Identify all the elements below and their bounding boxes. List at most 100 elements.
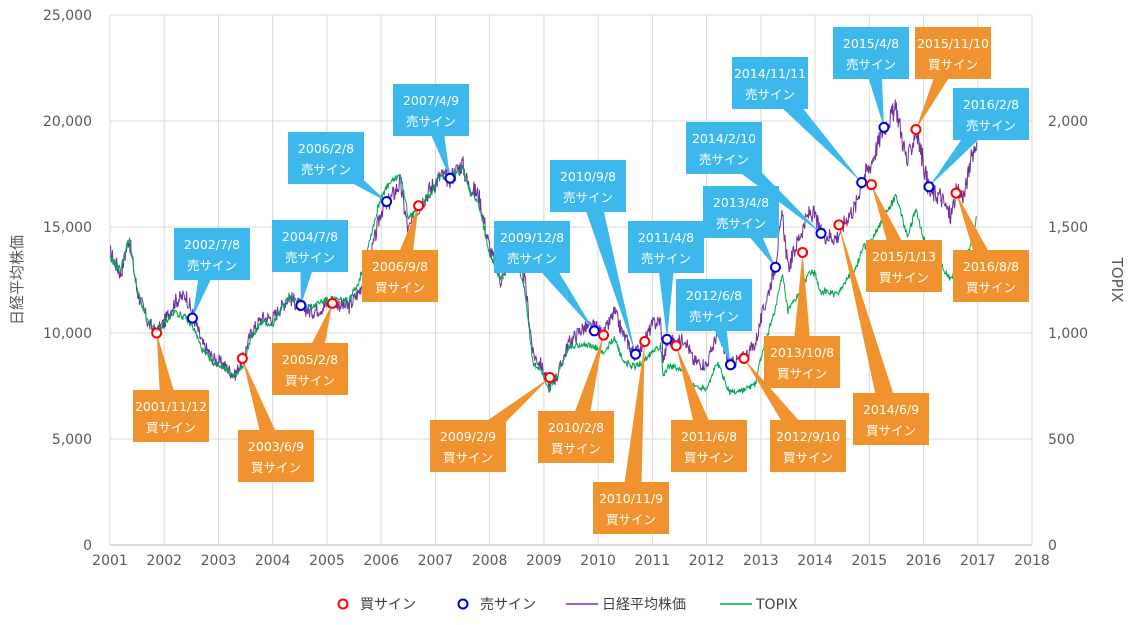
- x-tick-label: 2016: [906, 553, 942, 569]
- callout-box: [362, 250, 438, 302]
- callout-box: [915, 27, 991, 79]
- callout-signal-label: 買サイン: [251, 460, 301, 475]
- sell-signal-marker: [815, 227, 827, 239]
- buy-signal-marker: [598, 329, 610, 341]
- x-tick-label: 2015: [851, 553, 887, 569]
- callout-date: 2007/4/9: [403, 93, 459, 108]
- y-right-tick-label: 1,000: [1048, 326, 1088, 342]
- x-tick-label: 2012: [689, 553, 725, 569]
- callout-buy: 2012/9/10 買サイン: [744, 358, 846, 472]
- callout-date: 2012/6/8: [686, 288, 742, 303]
- callout-date: 2010/2/8: [548, 420, 604, 435]
- buy-signal-marker: [413, 200, 425, 212]
- callout-pointer: [838, 224, 901, 422]
- buy-signal-marker: [151, 327, 163, 339]
- y-right-tick-label: 0: [1048, 538, 1057, 554]
- callout-box: [430, 420, 506, 472]
- callout-date: 2004/7/8: [282, 229, 338, 244]
- callout-box: [671, 420, 747, 472]
- callout-pointer: [621, 341, 645, 509]
- callout-buy: 2015/1/13 買サイン: [866, 184, 942, 292]
- legend-label-nikkei: 日経平均株価: [602, 597, 686, 613]
- callout-box: [770, 420, 846, 472]
- callout-date: 2016/8/8: [963, 259, 1019, 274]
- callout-signal-label: 売サイン: [285, 250, 335, 265]
- callout-buy: 2010/2/8 買サイン: [538, 335, 614, 463]
- sell-signal-marker: [381, 196, 393, 208]
- callout-box: [238, 430, 314, 482]
- callout-sell: 2011/4/8 売サイン: [628, 221, 704, 340]
- callout-signal-label: 売サイン: [641, 251, 691, 266]
- callout-sell: 2009/12/8 売サイン: [494, 221, 595, 331]
- callout-box: [174, 228, 250, 280]
- callout-box: [393, 84, 469, 136]
- sell-signal-marker: [186, 312, 198, 324]
- y-left-tick-label: 0: [83, 538, 92, 554]
- sell-signal-marker: [295, 299, 307, 311]
- callout-signal-label: 買サイン: [146, 420, 196, 435]
- callout-box: [866, 240, 942, 292]
- callout-sell: 2014/11/11 売サイン: [732, 57, 862, 183]
- buy-signal-marker: [910, 123, 922, 135]
- callout-buy: 2011/6/8 買サイン: [671, 345, 747, 472]
- x-tick-label: 2010: [580, 553, 616, 569]
- callout-date: 2002/7/8: [184, 237, 240, 252]
- callout-signal-label: 売サイン: [187, 258, 237, 273]
- y-right-tick-label: 1,500: [1048, 220, 1088, 236]
- callout-sell: 2014/2/10 売サイン: [686, 122, 822, 234]
- buy-signal-marker: [950, 187, 962, 199]
- x-tick-label: 2011: [635, 553, 671, 569]
- y-right-tick-label: 500: [1048, 432, 1075, 448]
- y-right-tick-label: 2,000: [1048, 114, 1088, 130]
- callout-signal-label: 売サイン: [563, 190, 613, 205]
- callout-box: [550, 160, 626, 212]
- callout-buy: 2014/6/9 買サイン: [838, 224, 929, 445]
- sell-signal-marker: [856, 176, 868, 188]
- callout-buy: 2001/11/12 買サイン: [133, 333, 209, 442]
- callout-signal-label: 買サイン: [375, 280, 425, 295]
- x-tick-label: 2007: [418, 553, 454, 569]
- x-tick-label: 2013: [743, 553, 779, 569]
- callout-signal-label: 売サイン: [966, 118, 1016, 133]
- callout-signal-label: 買サイン: [966, 280, 1016, 295]
- legend: 買サイン 売サイン 日経平均株価 TOPIX: [337, 597, 798, 613]
- callout-signal-label: 買サイン: [928, 57, 978, 72]
- callout-box: [628, 221, 704, 273]
- callout-box: [953, 250, 1029, 302]
- callout-date: 2010/11/9: [599, 491, 663, 506]
- callout-signal-label: 買サイン: [783, 450, 833, 465]
- buy-signal-marker: [670, 340, 682, 352]
- legend-item-buy: 買サイン: [337, 597, 416, 613]
- x-tick-label: 2004: [255, 553, 291, 569]
- x-tick-label: 2017: [960, 553, 996, 569]
- axes: 2001 2002 2003 2004 2005 2006 2007 2008 2009 2010…: [43, 8, 1088, 569]
- buy-signal-marker: [236, 352, 248, 364]
- callout-box: [272, 220, 348, 272]
- legend-item-topix: TOPIX: [720, 597, 798, 613]
- callout-buy: 2015/11/10 買サイン: [915, 27, 991, 130]
- sell-signal-marker: [724, 359, 736, 371]
- y-axis-left-title: 日経平均株価: [8, 235, 26, 325]
- y-left-tick-label: 25,000: [43, 8, 92, 24]
- legend-label-topix: TOPIX: [755, 597, 798, 613]
- callout-sell: 2002/7/8 売サイン: [174, 228, 250, 319]
- sell-signal-marker: [588, 325, 600, 337]
- callout-date: 2003/6/9: [248, 439, 304, 454]
- callout-signal-label: 売サイン: [745, 87, 795, 102]
- callout-signal-label: 買サイン: [866, 423, 916, 438]
- x-tick-label: 2006: [363, 553, 399, 569]
- callout-box: [833, 27, 909, 79]
- buy-signal-marker: [833, 219, 845, 231]
- buy-signal-marker: [738, 352, 750, 364]
- y-left-tick-label: 15,000: [43, 220, 92, 236]
- legend-buy-marker-icon: [337, 598, 349, 610]
- callout-buy: 2010/11/9 買サイン: [593, 341, 669, 534]
- x-tick-label: 2009: [526, 553, 562, 569]
- y-left-tick-label: 20,000: [43, 114, 92, 130]
- callout-date: 2013/10/8: [770, 345, 834, 360]
- callout-sell: 2006/2/8 売サイン: [288, 132, 387, 202]
- callout-pointer: [792, 252, 812, 363]
- callout-date: 2016/2/8: [963, 97, 1019, 112]
- y-axis-right-title: TOPIX: [1108, 257, 1126, 303]
